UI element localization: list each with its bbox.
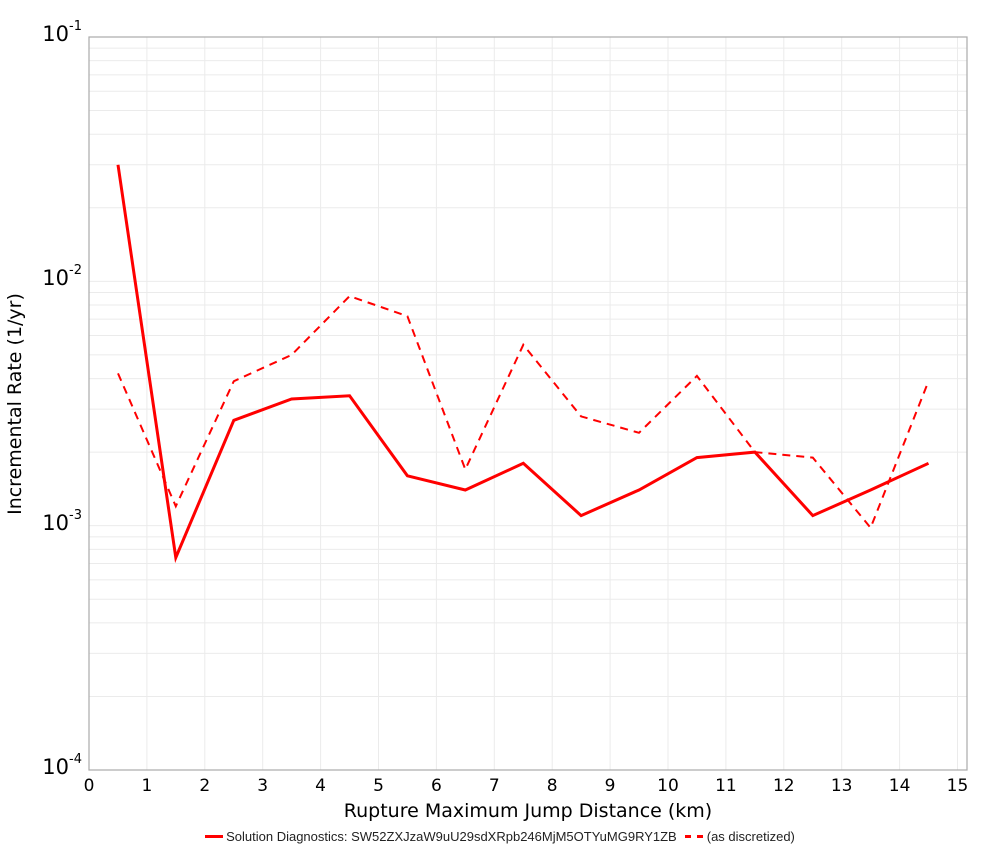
y-tick-label: 10-1 — [42, 19, 82, 46]
x-tick-label: 0 — [83, 776, 95, 796]
x-tick-label: 5 — [373, 776, 384, 796]
plot-area-border — [88, 36, 968, 771]
y-tick-label: 10-3 — [42, 507, 82, 535]
y-tick-label: 10-2 — [42, 263, 82, 291]
series-as-discretized-line — [117, 294, 930, 530]
legend-item-solution: Solution Diagnostics: SW52ZXJzaW9uU29sdX… — [226, 829, 677, 844]
legend: Solution Diagnostics: SW52ZXJzaW9uU29sdX… — [0, 829, 1000, 844]
x-tick-label: 10 — [657, 776, 679, 796]
x-tick-label: 6 — [430, 776, 442, 796]
x-tick-label: 8 — [546, 776, 558, 796]
legend-item-as-discretized: (as discretized) — [706, 829, 795, 844]
x-tick-label: 15 — [946, 776, 969, 796]
x-tick-label: 11 — [715, 776, 737, 796]
legend-solid-line-swatch — [205, 835, 224, 838]
x-tick-label: 3 — [257, 776, 269, 796]
x-tick-label: 7 — [488, 776, 500, 796]
x-axis-label: Rupture Maximum Jump Distance (km) — [343, 800, 713, 822]
grid-lines — [89, 37, 967, 770]
x-tick-label: 13 — [830, 776, 853, 796]
x-tick-label: 14 — [888, 776, 911, 796]
legend-dashed-line-swatch — [684, 835, 703, 838]
x-tick-label: 4 — [315, 776, 326, 796]
y-tick-label: 10-4 — [42, 752, 82, 779]
y-axis-label: Incremental Rate (1/yr) — [4, 293, 26, 515]
series-solution-line — [116, 164, 930, 564]
x-tick-label: 2 — [199, 776, 211, 796]
x-tick-label: 9 — [604, 776, 616, 796]
x-tick-label: 12 — [772, 776, 795, 796]
x-tick-label: 1 — [141, 776, 153, 796]
